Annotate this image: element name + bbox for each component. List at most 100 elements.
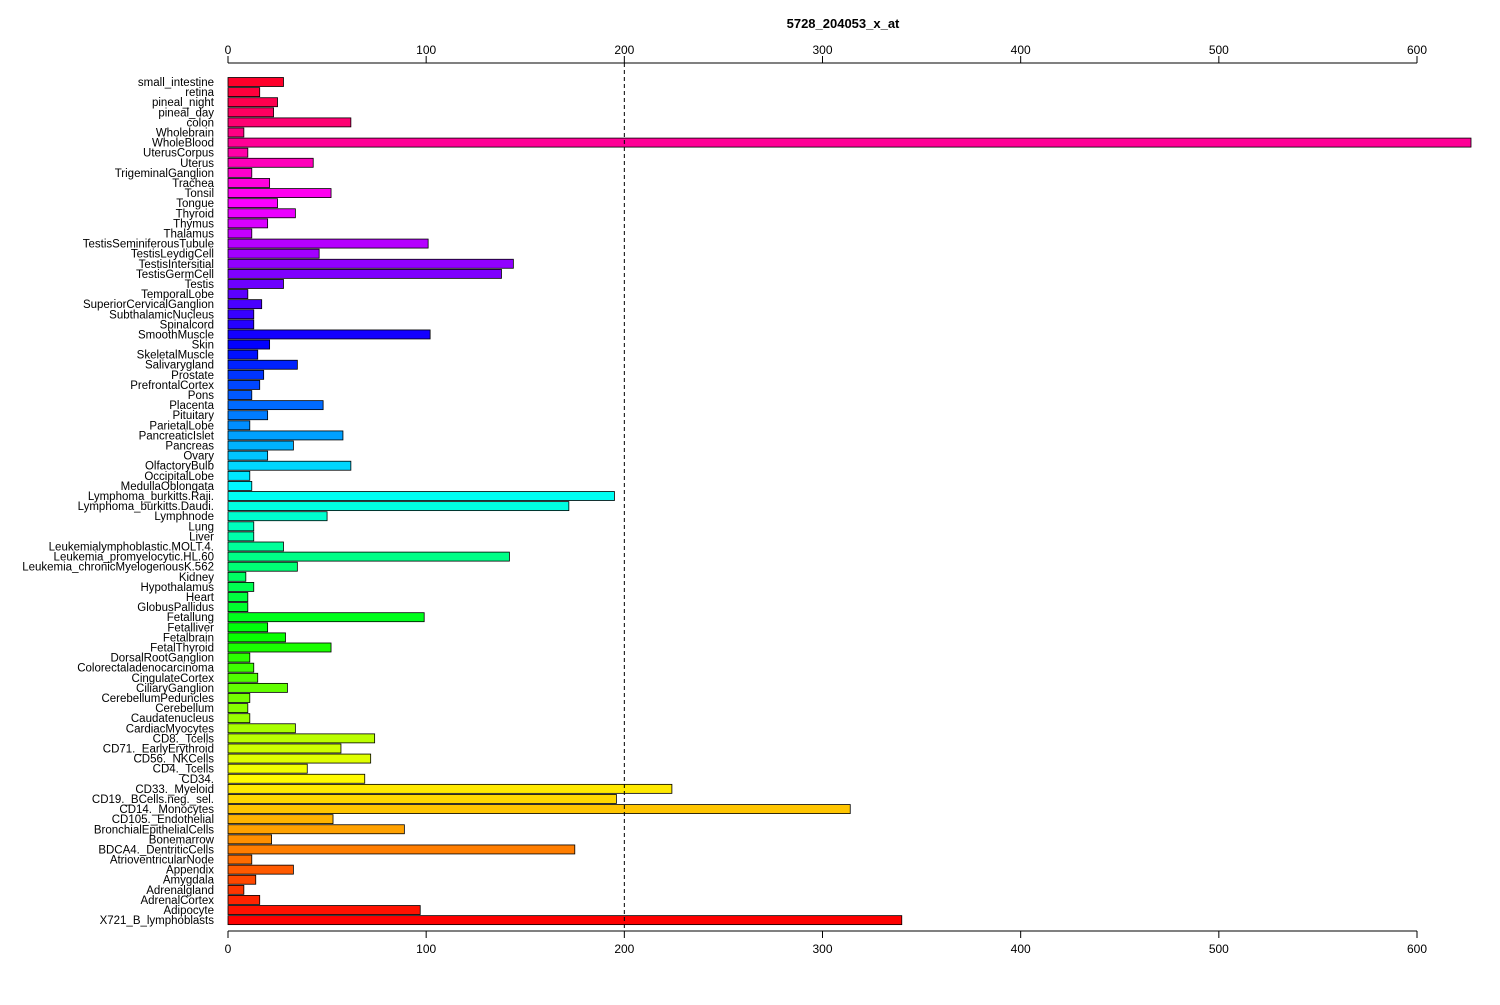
category-label: WholeBlood xyxy=(152,138,214,150)
category-label: DorsalRootGanglion xyxy=(110,653,214,665)
category-label: retina xyxy=(185,87,214,99)
category-label: AdrenalCortex xyxy=(140,895,214,907)
bar xyxy=(227,874,257,885)
bars-group xyxy=(227,77,1472,926)
bar xyxy=(227,309,255,320)
category-label: Spinalcord xyxy=(160,319,214,331)
category-label: CD105._Endothelial xyxy=(112,814,214,826)
bar xyxy=(227,501,570,512)
category-label: Trachea xyxy=(172,178,214,190)
bar xyxy=(227,491,615,501)
bar xyxy=(227,198,278,209)
category-label: Testis xyxy=(185,279,215,291)
category-label: Adipocyte xyxy=(163,905,214,917)
category-label: AtrioventricularNode xyxy=(110,855,214,867)
bar xyxy=(227,97,278,108)
chart-title: 5728_204053_x_at xyxy=(787,16,900,31)
category-label: Colorectaladenocarcinoma xyxy=(77,663,214,675)
bar xyxy=(227,541,284,552)
category-label: CD34. xyxy=(181,774,214,786)
bar xyxy=(227,400,324,411)
category-label: Ovary xyxy=(183,451,214,463)
bar xyxy=(227,208,296,219)
bar xyxy=(227,561,298,572)
bar xyxy=(227,662,255,673)
category-label: X721_B_lymphoblasts xyxy=(100,915,215,927)
bar xyxy=(227,551,510,562)
x-tick-label-top: 400 xyxy=(1011,43,1031,57)
category-label: TestisGermCell xyxy=(136,269,214,281)
category-label: Pituitary xyxy=(172,410,214,422)
bar xyxy=(227,147,249,158)
bar xyxy=(227,592,249,602)
category-label: UterusCorpus xyxy=(143,148,214,160)
bar xyxy=(227,612,425,623)
x-tick-label-top: 0 xyxy=(225,43,232,57)
bar xyxy=(227,380,261,390)
bar xyxy=(227,693,251,703)
category-label: CD33._Myeloid xyxy=(135,784,214,796)
category-label: PancreaticIslet xyxy=(139,430,215,442)
category-label: TestisLeydigCell xyxy=(131,249,214,261)
category-label: Pons xyxy=(188,390,214,402)
bar xyxy=(227,430,344,441)
bar xyxy=(227,814,334,825)
category-label: TestisIntersitial xyxy=(139,259,214,271)
category-label: Skin xyxy=(192,340,214,352)
bar xyxy=(227,329,431,340)
bar xyxy=(227,87,261,97)
bar xyxy=(227,582,255,592)
category-label: MedullaOblongata xyxy=(121,481,215,493)
bar xyxy=(227,117,352,128)
bar xyxy=(227,602,249,612)
x-tick-label-bottom: 500 xyxy=(1209,942,1229,956)
x-tick-label-top: 500 xyxy=(1209,43,1229,57)
x-tick-label-bottom: 600 xyxy=(1407,942,1427,956)
x-tick-label-bottom: 400 xyxy=(1011,942,1031,956)
bar xyxy=(227,632,286,643)
category-label: Lymphnode xyxy=(154,511,214,523)
category-label: FetalThyroid xyxy=(150,642,214,654)
bar xyxy=(227,157,314,168)
x-tick-label-top: 200 xyxy=(614,43,634,57)
bar xyxy=(227,884,245,895)
category-label: Amygdala xyxy=(163,875,215,887)
category-label: Pancreas xyxy=(165,441,214,453)
category-label: Tonsil xyxy=(185,188,214,200)
category-label: Leukemialymphoblastic.MOLT.4. xyxy=(49,542,214,554)
bar xyxy=(227,319,255,330)
bar xyxy=(227,521,255,532)
category-label: Tongue xyxy=(176,198,214,210)
category-label: CardiacMyocytes xyxy=(126,723,214,735)
category-label: Lymphoma_burkitts.Raji. xyxy=(88,491,214,503)
bar xyxy=(227,178,271,188)
bar xyxy=(227,642,332,653)
bar xyxy=(227,773,366,784)
bar xyxy=(227,460,352,471)
category-labels: small_intestineretinapineal_nightpineal_… xyxy=(22,77,215,927)
category-label: pineal_day xyxy=(158,107,214,119)
x-tick-label-top: 300 xyxy=(812,43,832,57)
category-label: CingulateCortex xyxy=(132,673,215,685)
bar xyxy=(227,359,298,370)
bar xyxy=(227,622,269,633)
bar xyxy=(227,349,259,360)
bar xyxy=(227,753,372,764)
bar xyxy=(227,228,253,239)
bar xyxy=(227,844,576,855)
category-label: Liver xyxy=(189,531,214,543)
bar xyxy=(227,167,253,178)
x-tick-label-top: 600 xyxy=(1407,43,1427,57)
category-label: Wholebrain xyxy=(156,127,214,139)
bar xyxy=(227,531,255,542)
category-label: SubthalamicNucleus xyxy=(109,309,214,321)
category-label: SmoothMuscle xyxy=(138,329,214,341)
category-label: Leukemia_promyelocytic.HL.60 xyxy=(54,552,214,564)
category-label: SkeletalMuscle xyxy=(137,350,214,362)
bar xyxy=(227,794,617,804)
category-label: CD4._Tcells xyxy=(153,764,215,776)
category-label: TrigeminalGanglion xyxy=(115,168,214,180)
bar xyxy=(227,895,261,905)
bar xyxy=(227,481,253,491)
